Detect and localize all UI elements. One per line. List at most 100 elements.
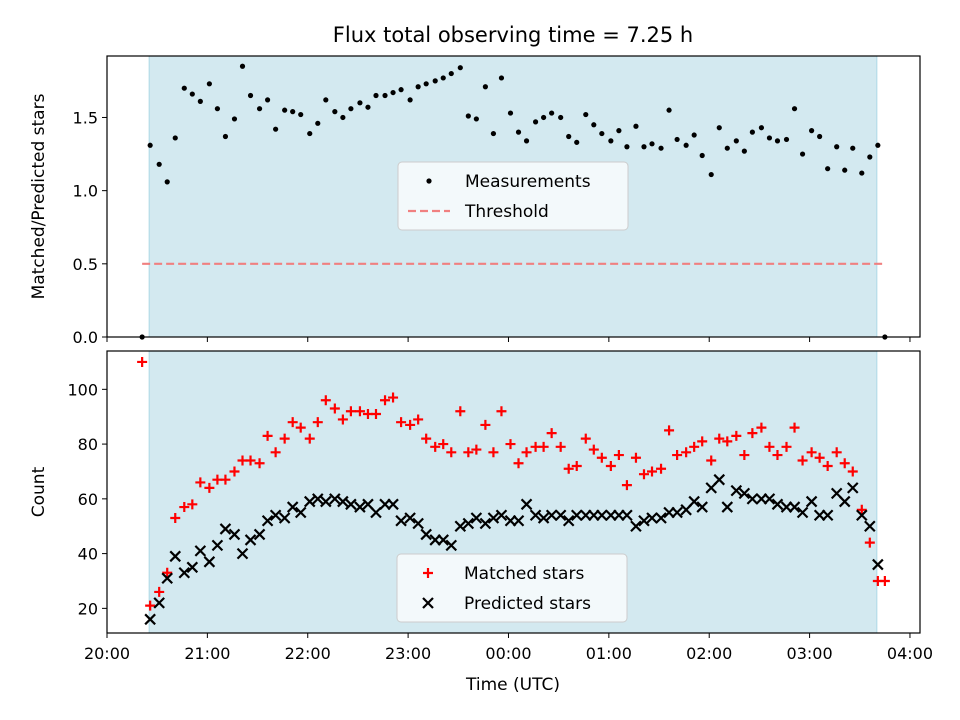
predicted-star-point [646,512,658,524]
matched-star-point [588,444,599,455]
measurement-point [749,129,755,135]
predicted-star-point [345,498,357,511]
predicted-star-point [144,613,156,626]
y-tick-label: 20 [78,599,98,618]
predicted-star-point [228,528,241,541]
measurement-point [256,106,263,112]
measurement-point [674,136,680,143]
measurement-point [783,136,790,143]
predicted-star-point [337,495,349,508]
measurement-point [465,113,471,119]
legend-label: Matched stars [464,564,584,584]
measurement-point [859,170,865,176]
matched-star-point [714,433,725,444]
matched-star-point [170,513,181,524]
predicted-star-point [354,501,366,513]
matched-star-point [831,447,842,458]
measurement-point [147,142,153,148]
measurement-point [197,98,203,104]
matched-star-point [621,480,632,491]
y-tick-label: 80 [78,435,98,454]
measurement-point [373,92,379,99]
predicted-star-point [404,512,416,524]
measurement-point [699,152,705,159]
predicted-star-point [537,512,550,524]
matched-star-point [446,447,457,458]
measurement-point [206,81,212,87]
matched-star-point [739,450,750,461]
matched-star-point [295,422,306,433]
predicted-star-point [479,517,492,530]
measurement-point [482,84,488,90]
matched-star-point [781,441,792,452]
matched-star-point [797,455,808,466]
predicted-star-point [570,509,583,522]
matched-star-point [822,460,833,471]
measurement-point [490,130,497,137]
matched-star-point [480,419,491,430]
measurement-point [875,142,881,148]
y-axis-label: Matched/Predicted stars [29,93,49,299]
predicted-star-point [738,487,751,500]
predicted-star-point [395,514,407,527]
measurement-point [566,133,572,140]
x-tick-label: 02:00 [686,644,732,663]
predicted-star-point [696,501,708,513]
matched-star-point [505,439,516,450]
predicted-star-point [370,506,382,519]
measurement-point [624,144,630,150]
measurement-point [448,70,454,77]
measurement-point [426,178,432,184]
measurement-point [382,92,388,99]
measurement-point [156,161,162,167]
measurement-point [473,116,479,122]
predicted-star-point [763,493,776,505]
measurement-point [733,138,739,144]
matched-star-point [630,452,641,463]
axes-frame [106,55,921,338]
predicted-star-point [412,517,424,530]
matched-star-point [304,433,315,444]
predicted-star-point [721,501,734,513]
matched-star-point [423,568,433,578]
measurement-point [741,148,747,154]
matched-star-point [879,575,890,586]
predicted-star-point [286,501,299,513]
measurement-point [239,63,246,69]
predicted-star-point [161,572,173,585]
matched-star-point [380,395,391,406]
measurement-point [247,92,254,99]
predicted-star-point [312,493,324,505]
matched-star-point [413,414,424,425]
matched-star-point [764,441,775,452]
y-tick-label: 1.0 [73,182,98,201]
matched-star-point [245,455,256,466]
matched-star-point [847,466,858,477]
predicted-star-point [236,547,249,560]
measurement-point [834,144,840,150]
y-tick-label: 1.5 [73,108,98,127]
predicted-star-point [554,509,567,522]
measurement-point [842,167,848,173]
predicted-star-point [730,484,743,497]
predicted-star-point [596,509,608,522]
matched-star-point [538,441,549,452]
measurement-point [633,123,639,129]
measurement-point [583,111,589,118]
matched-star-point [312,417,323,428]
measurement-point [290,109,296,115]
matched-star-point [162,567,173,578]
measurement-point [666,107,672,113]
measurement-point [799,151,806,157]
predicted-star-point [261,514,274,527]
x-tick-label: 00:00 [485,644,531,663]
matched-star-point [521,447,532,458]
predicted-star-point [864,520,876,533]
matched-star-point [455,406,466,417]
measurement-point [641,144,647,150]
predicted-star-point [688,495,700,508]
measurement-point [724,145,730,151]
measurement-point [683,142,689,148]
y-tick-label: 100 [67,380,98,399]
x-tick-label: 03:00 [787,644,833,663]
